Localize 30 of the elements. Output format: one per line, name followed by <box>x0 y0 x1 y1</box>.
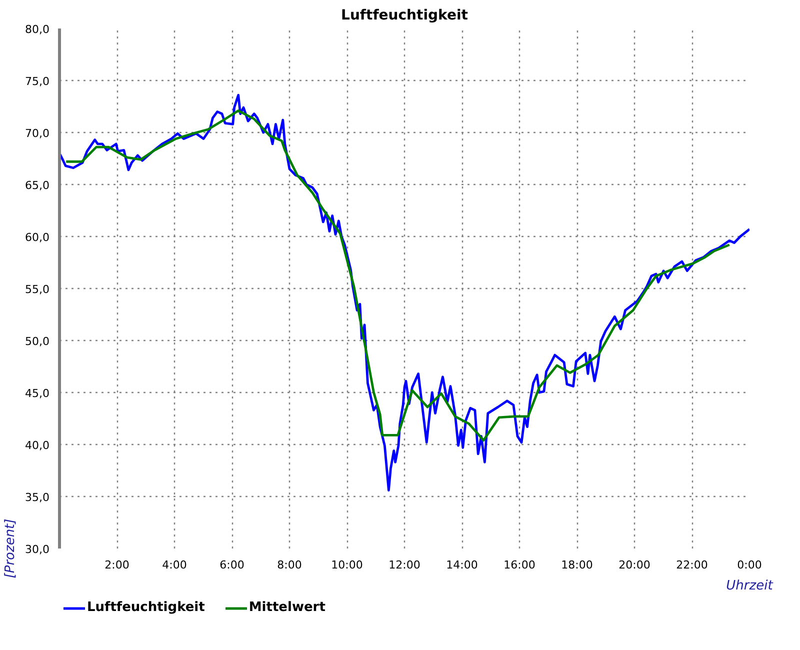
x-tick-label: 16:00 <box>504 558 536 572</box>
line-series <box>64 109 731 442</box>
y-tick-label: 65,0 <box>25 179 50 192</box>
x-tick-label: 20:00 <box>618 558 650 572</box>
x-tick-label: 6:00 <box>220 558 244 572</box>
x-tick-label: 8:00 <box>277 558 302 572</box>
y-tick-label: 45,0 <box>25 387 50 400</box>
x-tick-label: 12:00 <box>388 558 420 572</box>
chart-title: Luftfeuchtigkeit <box>341 8 468 24</box>
x-tick-label: 4:00 <box>162 558 187 572</box>
y-tick-label: 40,0 <box>25 439 50 452</box>
legend-label: Mittelwert <box>248 600 326 615</box>
x-axis-title: Uhrzeit <box>726 578 774 594</box>
y-tick-label: 60,0 <box>25 231 50 244</box>
x-tick-label: 0:00 <box>737 558 762 572</box>
x-tick-label: 22:00 <box>676 558 708 572</box>
x-tick-label: 2:00 <box>104 558 130 572</box>
legend-label: Luftfeuchtigkeit <box>87 600 205 615</box>
x-tick-label: 18:00 <box>561 558 593 572</box>
y-tick-label: 75,0 <box>25 75 50 88</box>
y-tick-label: 30,0 <box>25 543 50 556</box>
x-tick-label: 14:00 <box>446 558 478 572</box>
y-tick-label: 50,0 <box>25 335 50 348</box>
y-tick-label: 55,0 <box>25 283 50 296</box>
x-tick-label: 10:00 <box>331 558 363 572</box>
line-series <box>60 94 750 492</box>
y-tick-label: 35,0 <box>25 491 50 504</box>
y-tick-label: 70,0 <box>25 127 50 140</box>
y-tick-label: 80,0 <box>25 23 50 36</box>
y-axis-title: [Prozent] <box>3 518 18 578</box>
